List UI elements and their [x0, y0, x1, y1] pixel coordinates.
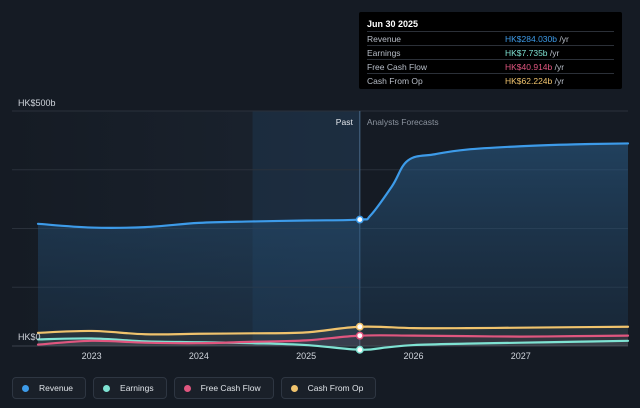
tooltip-label: Free Cash Flow — [367, 62, 427, 72]
tooltip-unit: /yr — [557, 34, 569, 44]
series-line-revenue — [36, 142, 630, 229]
legend-dot-icon — [183, 384, 191, 392]
revenue-area — [38, 143, 628, 346]
tooltip-row-cash-from-op: Cash From Op HK$62.224b /yr — [367, 73, 614, 87]
tooltip-label: Earnings — [367, 48, 401, 58]
legend-label: Cash From Op — [307, 383, 364, 393]
tooltip-value: HK$284.030b — [505, 34, 557, 44]
y-axis-label-bottom: HK$0 — [18, 332, 41, 342]
legend-item-revenue[interactable]: Revenue — [12, 377, 87, 399]
tooltip-row-free-cash-flow: Free Cash Flow HK$40.914b /yr — [367, 59, 614, 73]
tooltip: Jun 30 2025 Revenue HK$284.030b /yr Earn… — [359, 12, 622, 89]
tooltip-label: Revenue — [367, 34, 402, 44]
tooltip-value: HK$7.735b — [505, 48, 548, 58]
tooltip-value: HK$62.224b — [505, 76, 553, 86]
legend-label: Free Cash Flow — [200, 383, 261, 393]
tooltip-date: Jun 30 2025 — [367, 19, 419, 29]
legend-label: Revenue — [39, 383, 74, 393]
legend: Revenue Earnings Free Cash Flow Cash Fro… — [12, 377, 377, 399]
x-tick-label: 2024 — [189, 351, 209, 361]
legend-item-cash-from-op[interactable]: Cash From Op — [280, 377, 377, 399]
x-tick-label: 2026 — [403, 351, 423, 361]
tooltip-label: Cash From Op — [367, 76, 423, 86]
series-line-free-cash-flow — [36, 334, 630, 346]
x-tick-label: 2027 — [511, 351, 531, 361]
legend-dot-icon — [103, 384, 111, 392]
legend-item-earnings[interactable]: Earnings — [93, 377, 167, 399]
tooltip-unit: /yr — [547, 48, 560, 58]
marker-free-cash-flow — [355, 331, 364, 340]
legend-dot-icon — [290, 384, 298, 392]
forecast-label: Analysts Forecasts — [367, 117, 439, 127]
tooltip-row-earnings: Earnings HK$7.735b /yr — [367, 45, 614, 59]
past-label: Past — [336, 117, 354, 127]
y-axis-label-top: HK$500b — [18, 98, 56, 108]
x-tick-label: 2025 — [296, 351, 316, 361]
tooltip-unit: /yr — [552, 62, 565, 72]
legend-label: Earnings — [120, 383, 154, 393]
tooltip-value: HK$40.914b — [505, 62, 553, 72]
x-tick-label: 2023 — [82, 351, 102, 361]
tooltip-row-revenue: Revenue HK$284.030b /yr — [367, 31, 614, 45]
marker-revenue — [355, 215, 364, 224]
series-line-cash-from-op — [36, 325, 630, 336]
legend-dot-icon — [22, 384, 29, 392]
tooltip-unit: /yr — [552, 76, 565, 86]
marker-cash-from-op — [355, 322, 364, 331]
legend-item-free-cash-flow[interactable]: Free Cash Flow — [173, 377, 274, 399]
marker-earnings — [355, 345, 364, 354]
